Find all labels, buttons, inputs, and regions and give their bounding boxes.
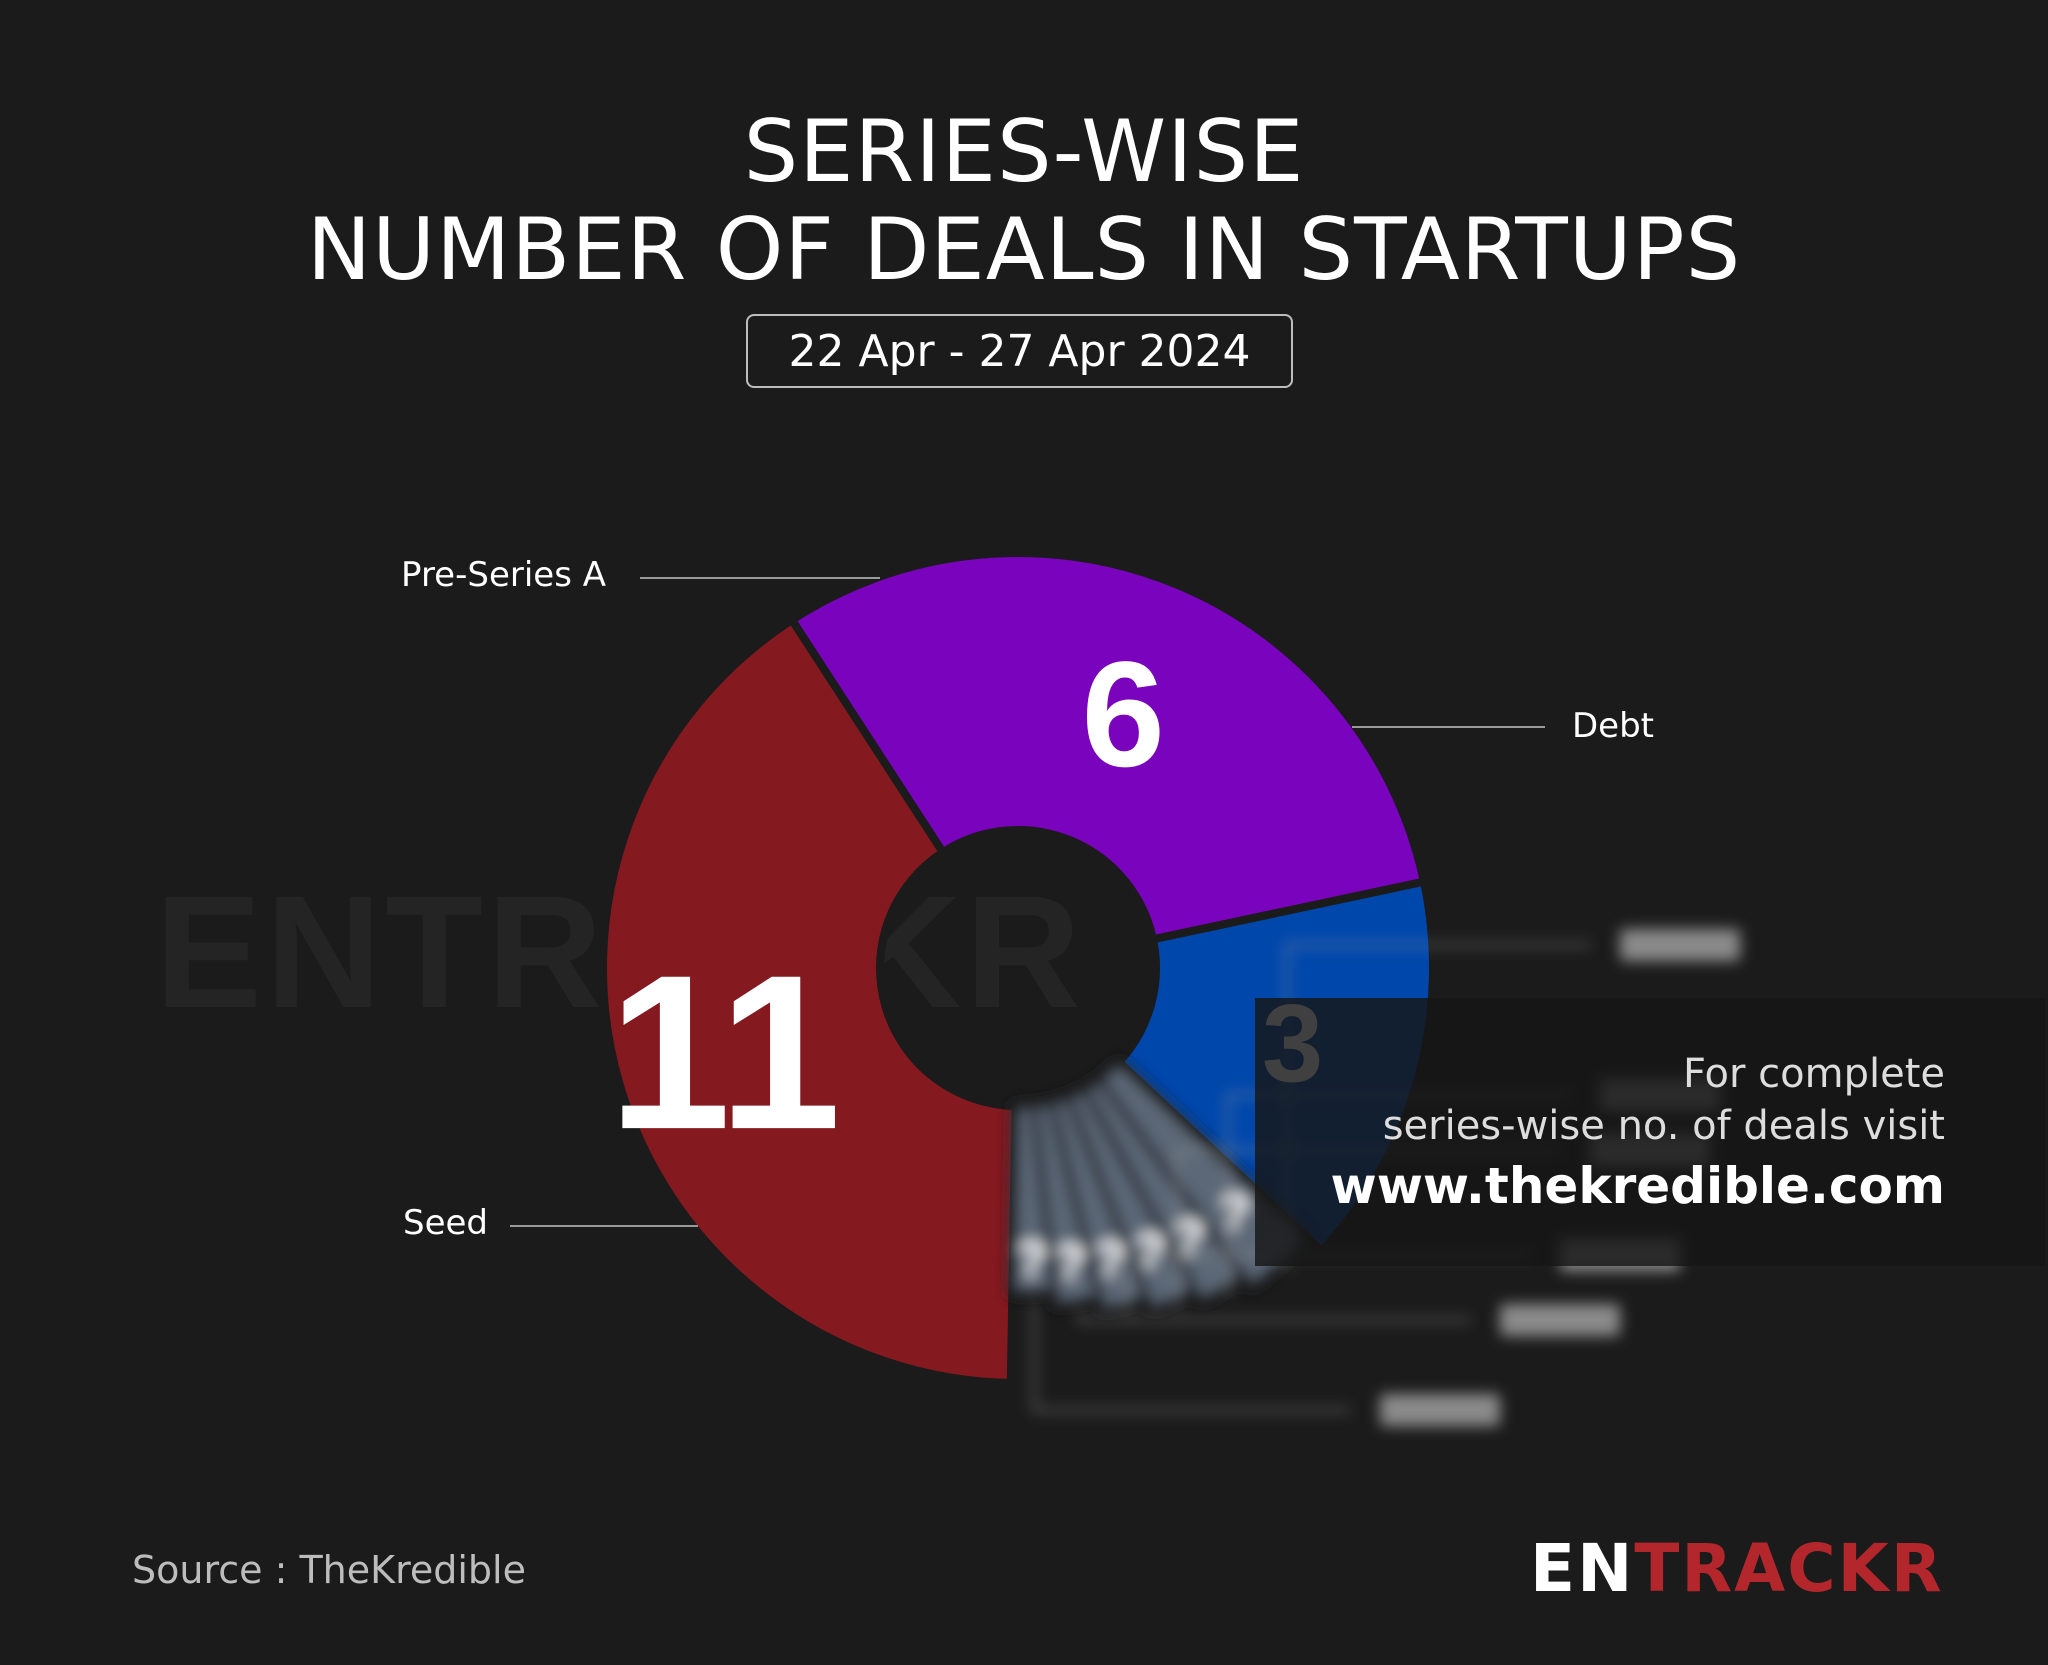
promo-line-1: For complete: [1682, 1051, 1945, 1097]
slice-value-label-hidden-4: ?: [1095, 1231, 1126, 1287]
date-range-badge: 22 Apr - 27 Apr 2024: [746, 314, 1293, 388]
brand-logo: ENTRACKR: [1530, 1530, 1944, 1607]
promo-line-2: series-wise no. of deals visit: [1382, 1103, 1945, 1149]
slice-value-label-hidden-5: ?: [1055, 1234, 1086, 1290]
slice-label-pre-series-a: Pre-Series A: [401, 555, 606, 595]
source-note: Source : TheKredible: [132, 1548, 526, 1592]
slice-label-hidden-6: [1380, 1394, 1500, 1426]
promo-box: For complete series-wise no. of deals vi…: [1255, 998, 2045, 1266]
slice-label-hidden-1: [1620, 929, 1740, 961]
slice-value-label-seed: 11: [609, 929, 842, 1175]
brand-logo-part-2: TRACKR: [1634, 1530, 1944, 1607]
pie-slice-hidden-6: [1008, 1100, 1059, 1297]
chart-title-line-2: NUMBER OF DEALS IN STARTUPS: [306, 200, 1742, 300]
callout-line-hidden-5: [1078, 1311, 1470, 1321]
callout-line-hidden-6: [1032, 1302, 1350, 1411]
brand-logo-part-1: EN: [1530, 1530, 1635, 1607]
slice-value-label-pre-series-a: 6: [1082, 630, 1165, 798]
slice-label-hidden-5: [1500, 1304, 1620, 1336]
pie-slice-pre-series-a: [786, 549, 1429, 945]
slice-label-debt: Debt: [1572, 706, 1654, 746]
chart-title-line-1: SERIES-WISE: [743, 102, 1305, 202]
pie-slice-seed: [599, 614, 1020, 1388]
slice-label-seed: Seed: [403, 1203, 488, 1243]
slice-value-label-hidden-1: ?: [1219, 1184, 1250, 1240]
slice-value-label-hidden-6: ?: [1017, 1231, 1048, 1287]
slice-value-label-hidden-3: ?: [1135, 1223, 1166, 1279]
promo-url-link[interactable]: www.thekredible.com: [1330, 1157, 1945, 1215]
